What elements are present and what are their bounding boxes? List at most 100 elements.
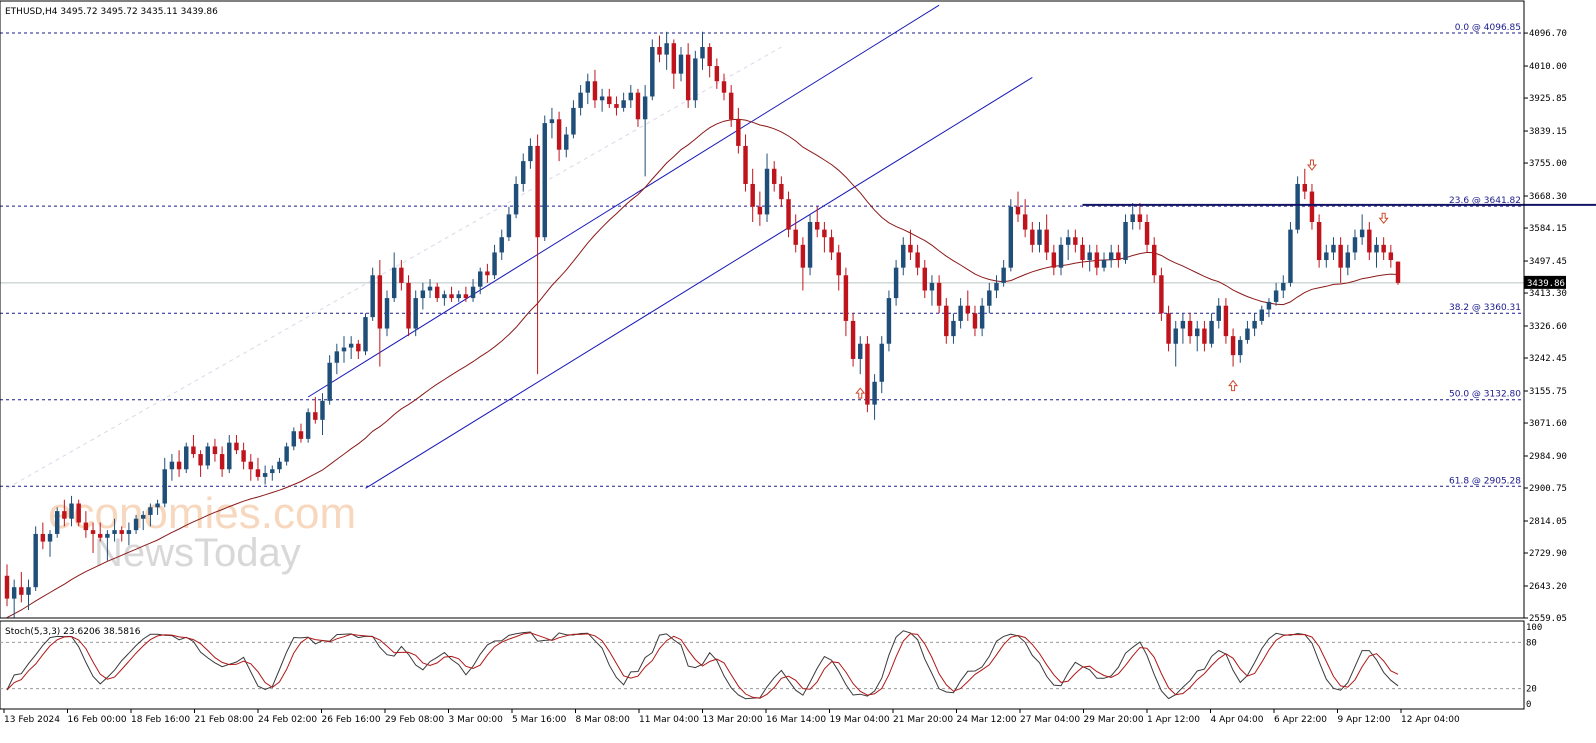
candle-body bbox=[4, 575, 10, 599]
candle-body bbox=[664, 43, 669, 55]
candle-body bbox=[1230, 336, 1236, 356]
candle-body bbox=[1367, 229, 1372, 253]
candle-body bbox=[320, 400, 325, 420]
candle-body bbox=[363, 317, 368, 352]
candle-body bbox=[858, 343, 863, 359]
candle-body bbox=[370, 275, 375, 318]
candle-body bbox=[786, 199, 791, 230]
candle-body bbox=[1266, 301, 1272, 310]
candle bbox=[614, 96, 619, 116]
candle-body bbox=[951, 320, 956, 337]
candle-body bbox=[155, 503, 160, 508]
watermark-economies: economies.com bbox=[48, 489, 356, 538]
candle bbox=[929, 275, 935, 306]
candle-body bbox=[205, 446, 210, 466]
candle-body bbox=[1087, 252, 1092, 261]
candle bbox=[1065, 229, 1071, 261]
candle-body bbox=[1030, 229, 1035, 245]
candle-body bbox=[642, 96, 648, 120]
candle bbox=[757, 191, 763, 226]
arrow-up-icon bbox=[855, 387, 866, 399]
candle bbox=[399, 260, 404, 291]
candle-body bbox=[944, 305, 949, 337]
candle bbox=[90, 522, 96, 553]
candle bbox=[248, 454, 254, 481]
candle bbox=[836, 244, 841, 291]
candle-body bbox=[836, 252, 841, 276]
candle-body bbox=[119, 530, 124, 534]
candle-body bbox=[1345, 252, 1351, 268]
candle-body bbox=[879, 343, 884, 382]
candle bbox=[1159, 267, 1164, 321]
candle bbox=[227, 435, 232, 474]
candle bbox=[1381, 237, 1386, 261]
candle bbox=[736, 107, 741, 154]
stochastic-panel: 100 80 20 0 bbox=[0, 623, 1542, 710]
candle-body bbox=[513, 183, 519, 215]
candle bbox=[133, 514, 139, 534]
candle-body bbox=[478, 271, 483, 287]
y-tick-label: 4010.00 bbox=[1529, 62, 1567, 72]
candle bbox=[69, 495, 74, 527]
candle bbox=[485, 263, 490, 283]
x-tick-label: 6 Apr 22:00 bbox=[1274, 715, 1327, 725]
candle bbox=[1015, 191, 1021, 223]
candle bbox=[119, 526, 124, 542]
candle-body bbox=[313, 412, 318, 420]
candle-body bbox=[1252, 320, 1257, 329]
candle-body bbox=[499, 237, 504, 253]
candle-body bbox=[1151, 244, 1157, 276]
x-tick-label: 16 Mar 14:00 bbox=[766, 715, 826, 725]
candle-body bbox=[635, 92, 641, 120]
candle bbox=[771, 161, 777, 192]
candle bbox=[26, 579, 31, 611]
candle bbox=[1037, 222, 1042, 253]
candle bbox=[872, 374, 877, 420]
candle-body bbox=[528, 145, 533, 162]
candle bbox=[334, 343, 340, 375]
candle bbox=[141, 511, 146, 531]
candle-body bbox=[270, 469, 275, 474]
candle-body bbox=[112, 530, 117, 534]
candle bbox=[764, 153, 770, 223]
candle bbox=[721, 73, 727, 101]
candle-body bbox=[1245, 328, 1250, 340]
candle-body bbox=[1324, 252, 1329, 261]
candle-body bbox=[420, 290, 426, 299]
candle-body bbox=[463, 294, 469, 299]
candle-body bbox=[198, 454, 203, 466]
candle-body bbox=[657, 47, 662, 55]
candle-body bbox=[1080, 244, 1085, 261]
candle-body bbox=[542, 123, 547, 238]
current-price-tag bbox=[1524, 275, 1566, 289]
candle bbox=[1345, 244, 1351, 276]
candle-body bbox=[19, 587, 24, 595]
candle bbox=[1008, 199, 1014, 272]
candle-body bbox=[707, 47, 712, 67]
candle bbox=[786, 191, 791, 238]
candle-body bbox=[893, 267, 899, 299]
candle-body bbox=[26, 587, 31, 595]
candle bbox=[829, 229, 834, 261]
candle-body bbox=[592, 81, 598, 101]
candle bbox=[191, 435, 196, 458]
candle bbox=[707, 43, 712, 78]
candle bbox=[1001, 260, 1006, 287]
candle-body bbox=[829, 237, 834, 253]
candle-body bbox=[1058, 244, 1064, 268]
candle bbox=[19, 571, 24, 603]
candle-body bbox=[994, 282, 999, 291]
candle-body bbox=[1037, 229, 1042, 245]
stochastic-signal-line bbox=[6, 632, 1399, 699]
annotation-arrows bbox=[855, 159, 1389, 399]
candle-body bbox=[922, 267, 927, 291]
candle bbox=[944, 298, 949, 344]
candle-body bbox=[1352, 237, 1358, 253]
candle-body bbox=[126, 530, 132, 534]
candle bbox=[994, 275, 999, 299]
candle bbox=[377, 260, 383, 367]
fibonacci-levels: 0.0 @ 4096.85 23.6 @ 3641.82 38.2 @ 3360.3… bbox=[0, 23, 1524, 487]
candle bbox=[356, 339, 361, 359]
candle-body bbox=[979, 305, 985, 329]
candle bbox=[585, 73, 591, 105]
